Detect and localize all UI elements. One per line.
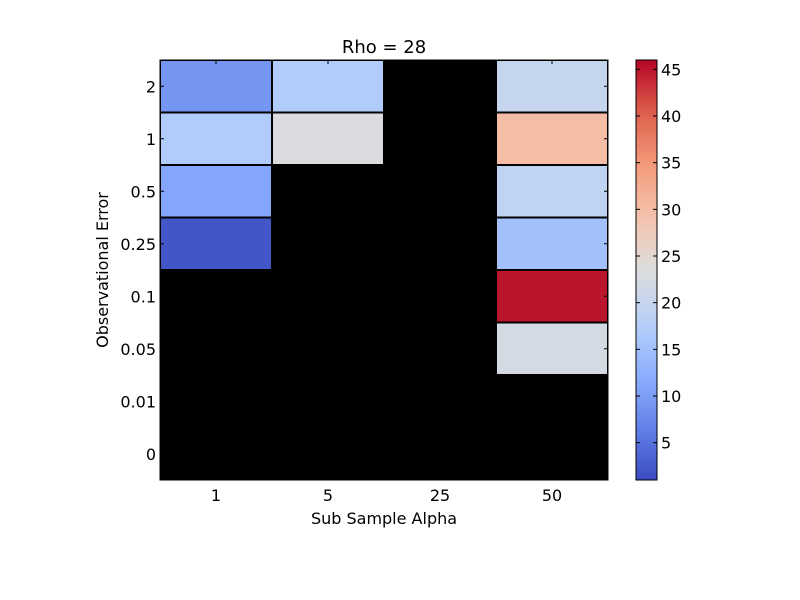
- colorbar-ticks: 5 10 15 20 25 30 35 40 45: [636, 60, 681, 453]
- heatmap-cell-1-1: [273, 113, 383, 164]
- x-axis-label: Sub Sample Alpha: [311, 509, 457, 528]
- heatmap-cell-0-1: [273, 61, 383, 112]
- colorbar-tick-label: 45: [661, 60, 681, 79]
- y-tick-label: 1: [146, 130, 156, 149]
- x-tick-label: 50: [542, 486, 562, 505]
- colorbar-tick-label: 10: [661, 387, 681, 406]
- heatmap-cell-4-3: [497, 271, 607, 322]
- y-tick-label: 0.5: [131, 182, 156, 201]
- colorbar-tick-label: 30: [661, 200, 681, 219]
- heatmap-cells: [160, 60, 608, 480]
- y-tick-label: 0.05: [120, 340, 156, 359]
- heatmap-cell-1-3: [497, 113, 607, 164]
- x-tick-label: 5: [323, 486, 333, 505]
- y-axis-label: Observational Error: [93, 192, 112, 348]
- heatmap-cell-3-3: [497, 218, 607, 269]
- plot-frame: [159, 59, 609, 481]
- heatmap-cell-5-3: [497, 323, 607, 374]
- colorbar-tick-label: 5: [661, 434, 671, 453]
- heatmap-cell-2-3: [497, 166, 607, 217]
- x-tick-label: 25: [430, 486, 450, 505]
- x-axis-ticks: 1 5 25 50: [211, 60, 562, 505]
- y-axis-ticks: 2 1 0.5 0.25 0.1 0.05 0.01 0: [120, 77, 608, 464]
- colorbar-tick-label: 40: [661, 107, 681, 126]
- heatmap-cell-0-0: [161, 61, 271, 112]
- chart-title: Rho = 28: [342, 37, 426, 58]
- heatmap-cell-0-3: [497, 61, 607, 112]
- heatmap-cell-1-0: [161, 113, 271, 164]
- colorbar-tick-label: 35: [661, 154, 681, 173]
- heatmap-cell-3-0: [161, 218, 271, 269]
- y-tick-label: 0: [146, 445, 156, 464]
- y-tick-label: 0.01: [120, 392, 156, 411]
- y-tick-label: 0.1: [131, 287, 156, 306]
- y-tick-label: 0.25: [120, 235, 156, 254]
- y-tick-label: 2: [146, 77, 156, 96]
- colorbar-tick-label: 20: [661, 294, 681, 313]
- colorbar-tick-label: 15: [661, 340, 681, 359]
- colorbar: [635, 59, 658, 481]
- x-tick-label: 1: [211, 486, 221, 505]
- colorbar-tick-label: 25: [661, 247, 681, 266]
- heatmap-cell-2-0: [161, 166, 271, 217]
